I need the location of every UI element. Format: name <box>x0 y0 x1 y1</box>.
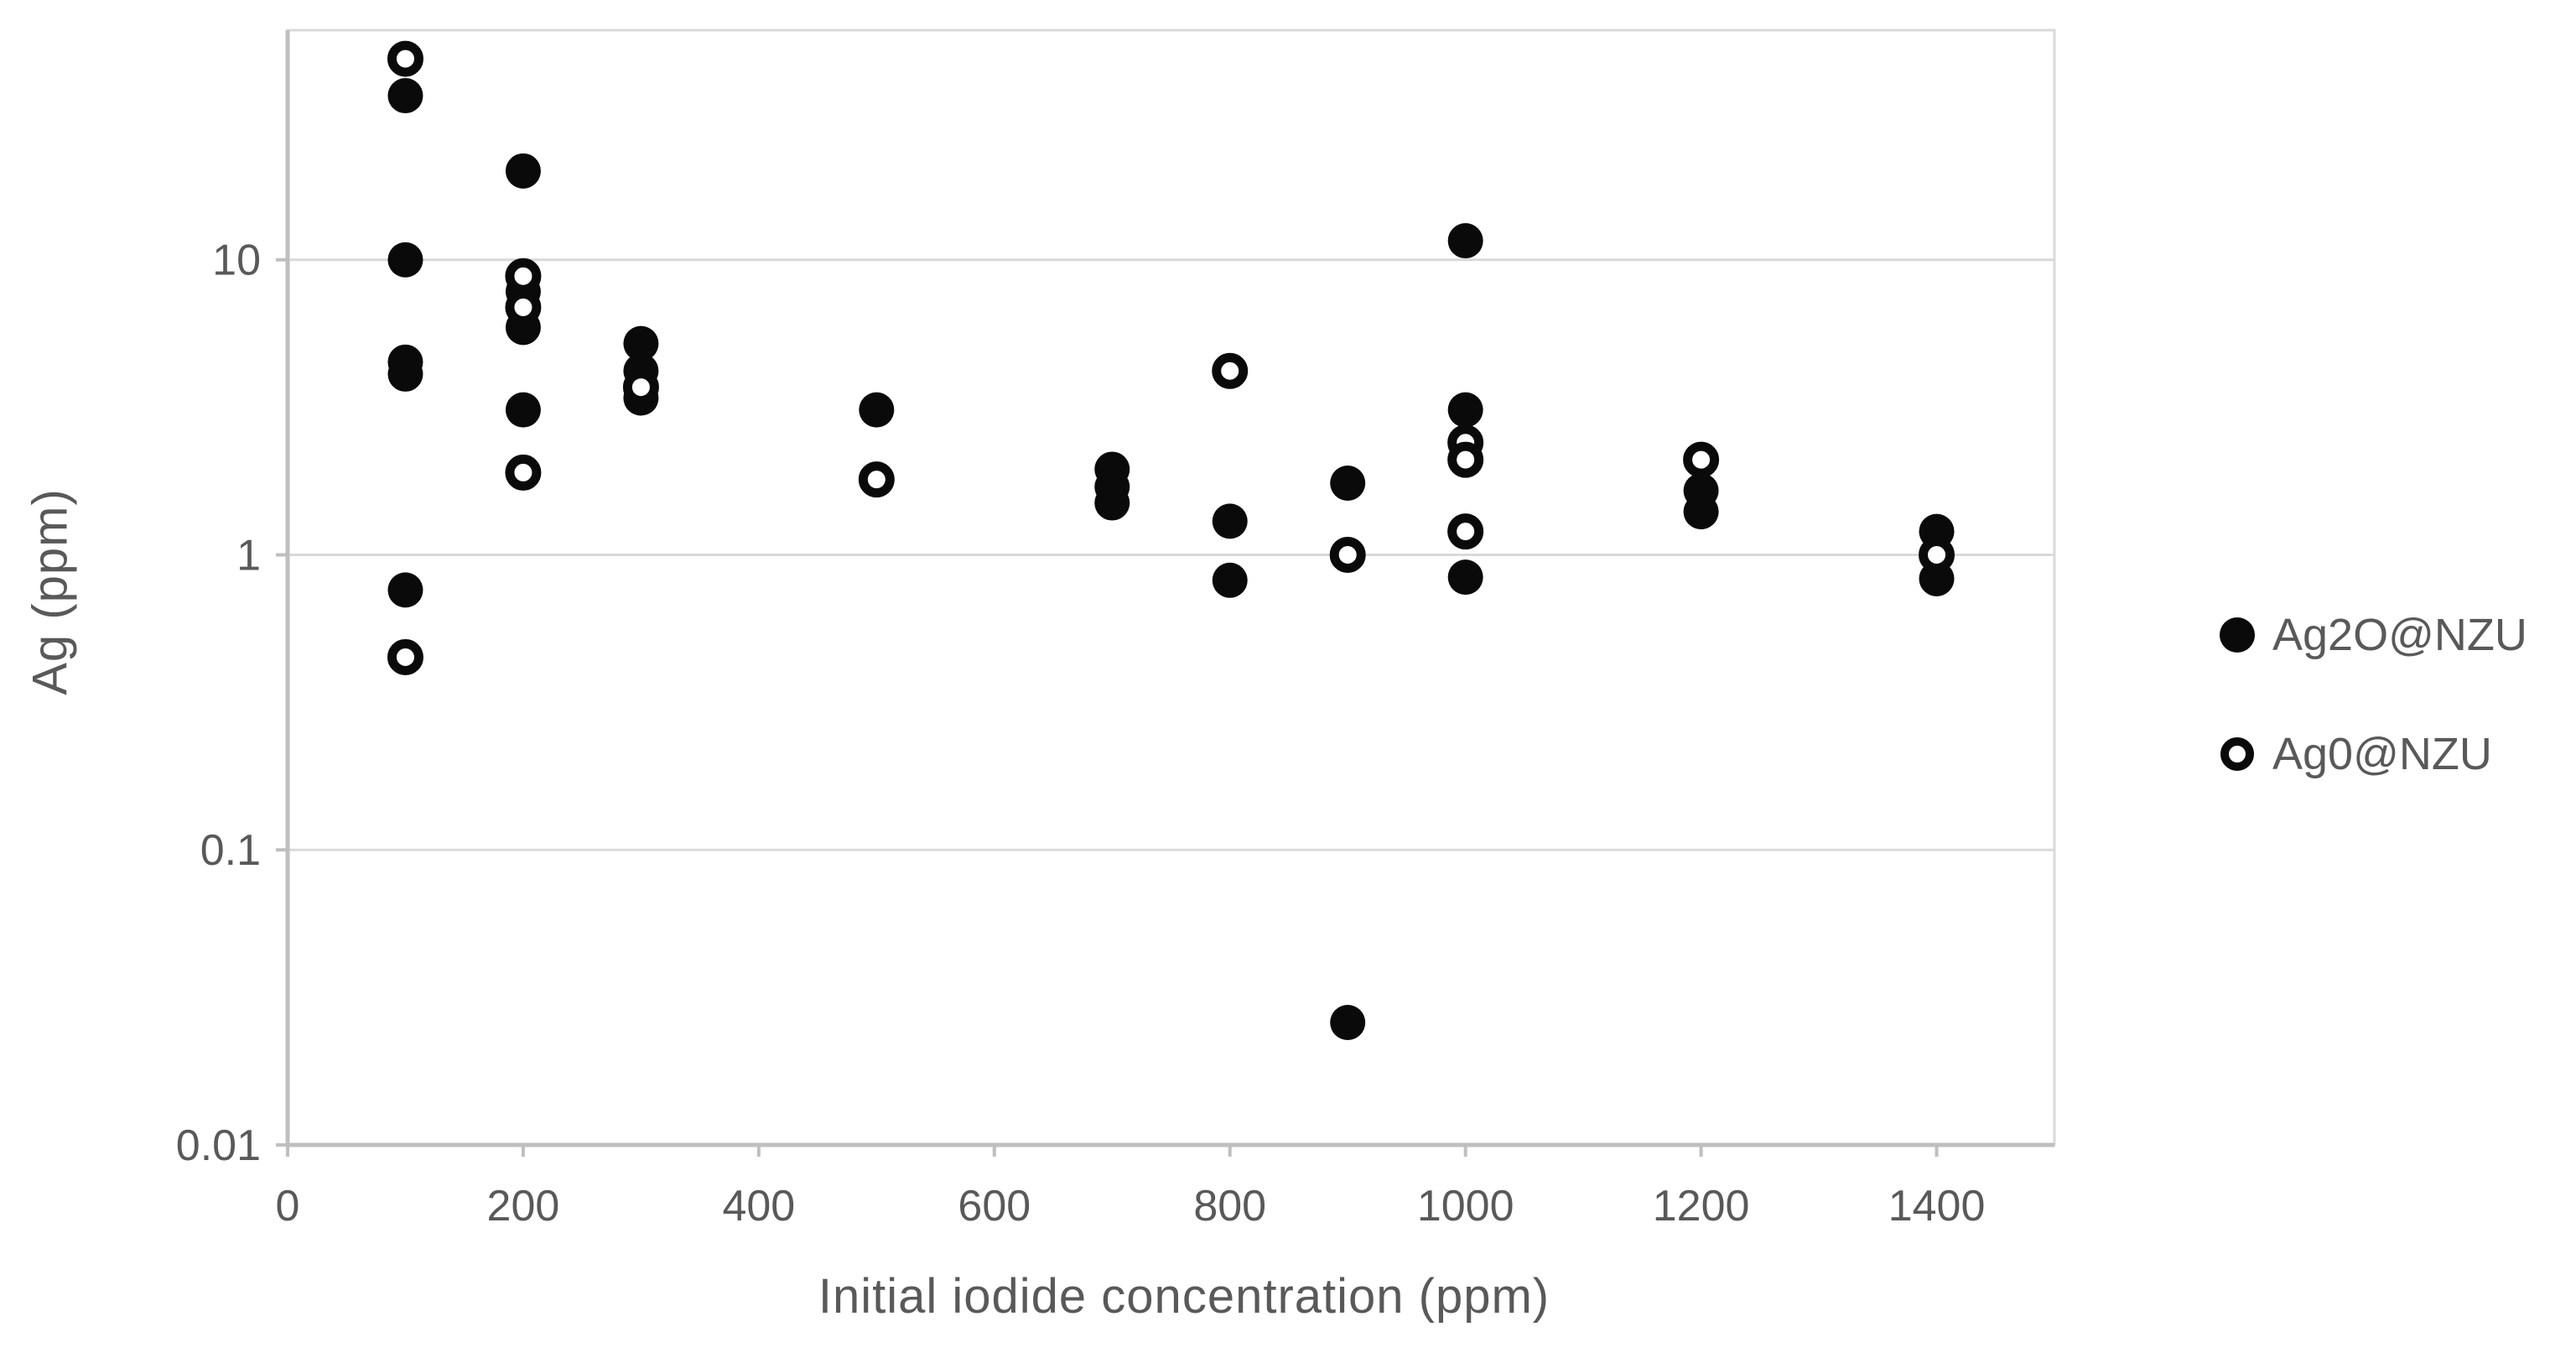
data-point-ag0-nzu <box>1329 536 1366 573</box>
x-tick-label: 1200 <box>1653 1182 1750 1231</box>
data-point-ag2o-nzu <box>623 325 659 362</box>
data-point-ag0-nzu <box>1212 352 1249 389</box>
y-tick-label: 0.01 <box>176 1121 261 1170</box>
data-point-ag2o-nzu <box>1330 465 1366 501</box>
x-tick-label: 1000 <box>1417 1182 1514 1231</box>
x-tick-label: 1400 <box>1888 1182 1986 1231</box>
data-point-ag0-nzu <box>1447 513 1484 550</box>
legend-entry-ag0: Ag0@NZU <box>2214 728 2492 780</box>
legend-label-ag0: Ag0@NZU <box>2272 729 2492 779</box>
y-axis-title: Ag (ppm) <box>23 488 78 695</box>
y-tick-label: 10 <box>212 237 261 285</box>
x-tick-label: 800 <box>1193 1182 1266 1231</box>
data-point-ag2o-nzu <box>387 356 423 392</box>
data-point-ag2o-nzu <box>1683 494 1719 530</box>
data-point-ag0-nzu <box>505 289 542 325</box>
y-tick-label: 0.1 <box>200 826 261 875</box>
data-point-ag2o-nzu <box>1447 392 1483 428</box>
data-point-ag0-nzu <box>1447 441 1484 478</box>
x-tick-label: 200 <box>487 1182 560 1231</box>
legend-label-ag2o: Ag2O@NZU <box>2272 610 2527 660</box>
open-circle-icon <box>2220 737 2254 771</box>
data-point-ag2o-nzu <box>1447 559 1483 596</box>
data-point-ag0-nzu <box>858 461 895 498</box>
data-point-ag2o-nzu <box>387 242 423 278</box>
legend-entry-ag2o: Ag2O@NZU <box>2214 609 2527 661</box>
data-point-ag2o-nzu <box>1330 1005 1366 1041</box>
data-point-ag2o-nzu <box>859 392 895 428</box>
data-point-ag0-nzu <box>622 369 659 406</box>
data-point-ag2o-nzu <box>1447 223 1483 259</box>
x-tick-label: 600 <box>958 1182 1031 1231</box>
data-point-ag2o-nzu <box>387 572 423 608</box>
data-point-ag0-nzu <box>1919 536 1955 573</box>
x-tick-label: 400 <box>722 1182 795 1231</box>
data-point-ag0-nzu <box>505 454 542 491</box>
x-tick-label: 0 <box>276 1182 300 1231</box>
data-point-ag0-nzu <box>387 638 423 675</box>
filled-circle-icon <box>2220 617 2255 653</box>
data-point-ag2o-nzu <box>387 78 423 114</box>
x-axis-title: Initial iodide concentration (ppm) <box>818 1269 1550 1324</box>
data-point-ag0-nzu <box>387 40 423 77</box>
data-point-ag0-nzu <box>505 258 542 294</box>
data-point-ag2o-nzu <box>1212 503 1248 539</box>
data-point-ag2o-nzu <box>505 392 541 428</box>
y-tick-label: 1 <box>236 531 261 580</box>
data-point-ag2o-nzu <box>1094 485 1130 521</box>
data-point-ag2o-nzu <box>505 153 541 189</box>
plot-area-border <box>286 29 2056 1147</box>
data-point-ag2o-nzu <box>1212 562 1248 598</box>
data-point-ag0-nzu <box>1683 441 1720 478</box>
